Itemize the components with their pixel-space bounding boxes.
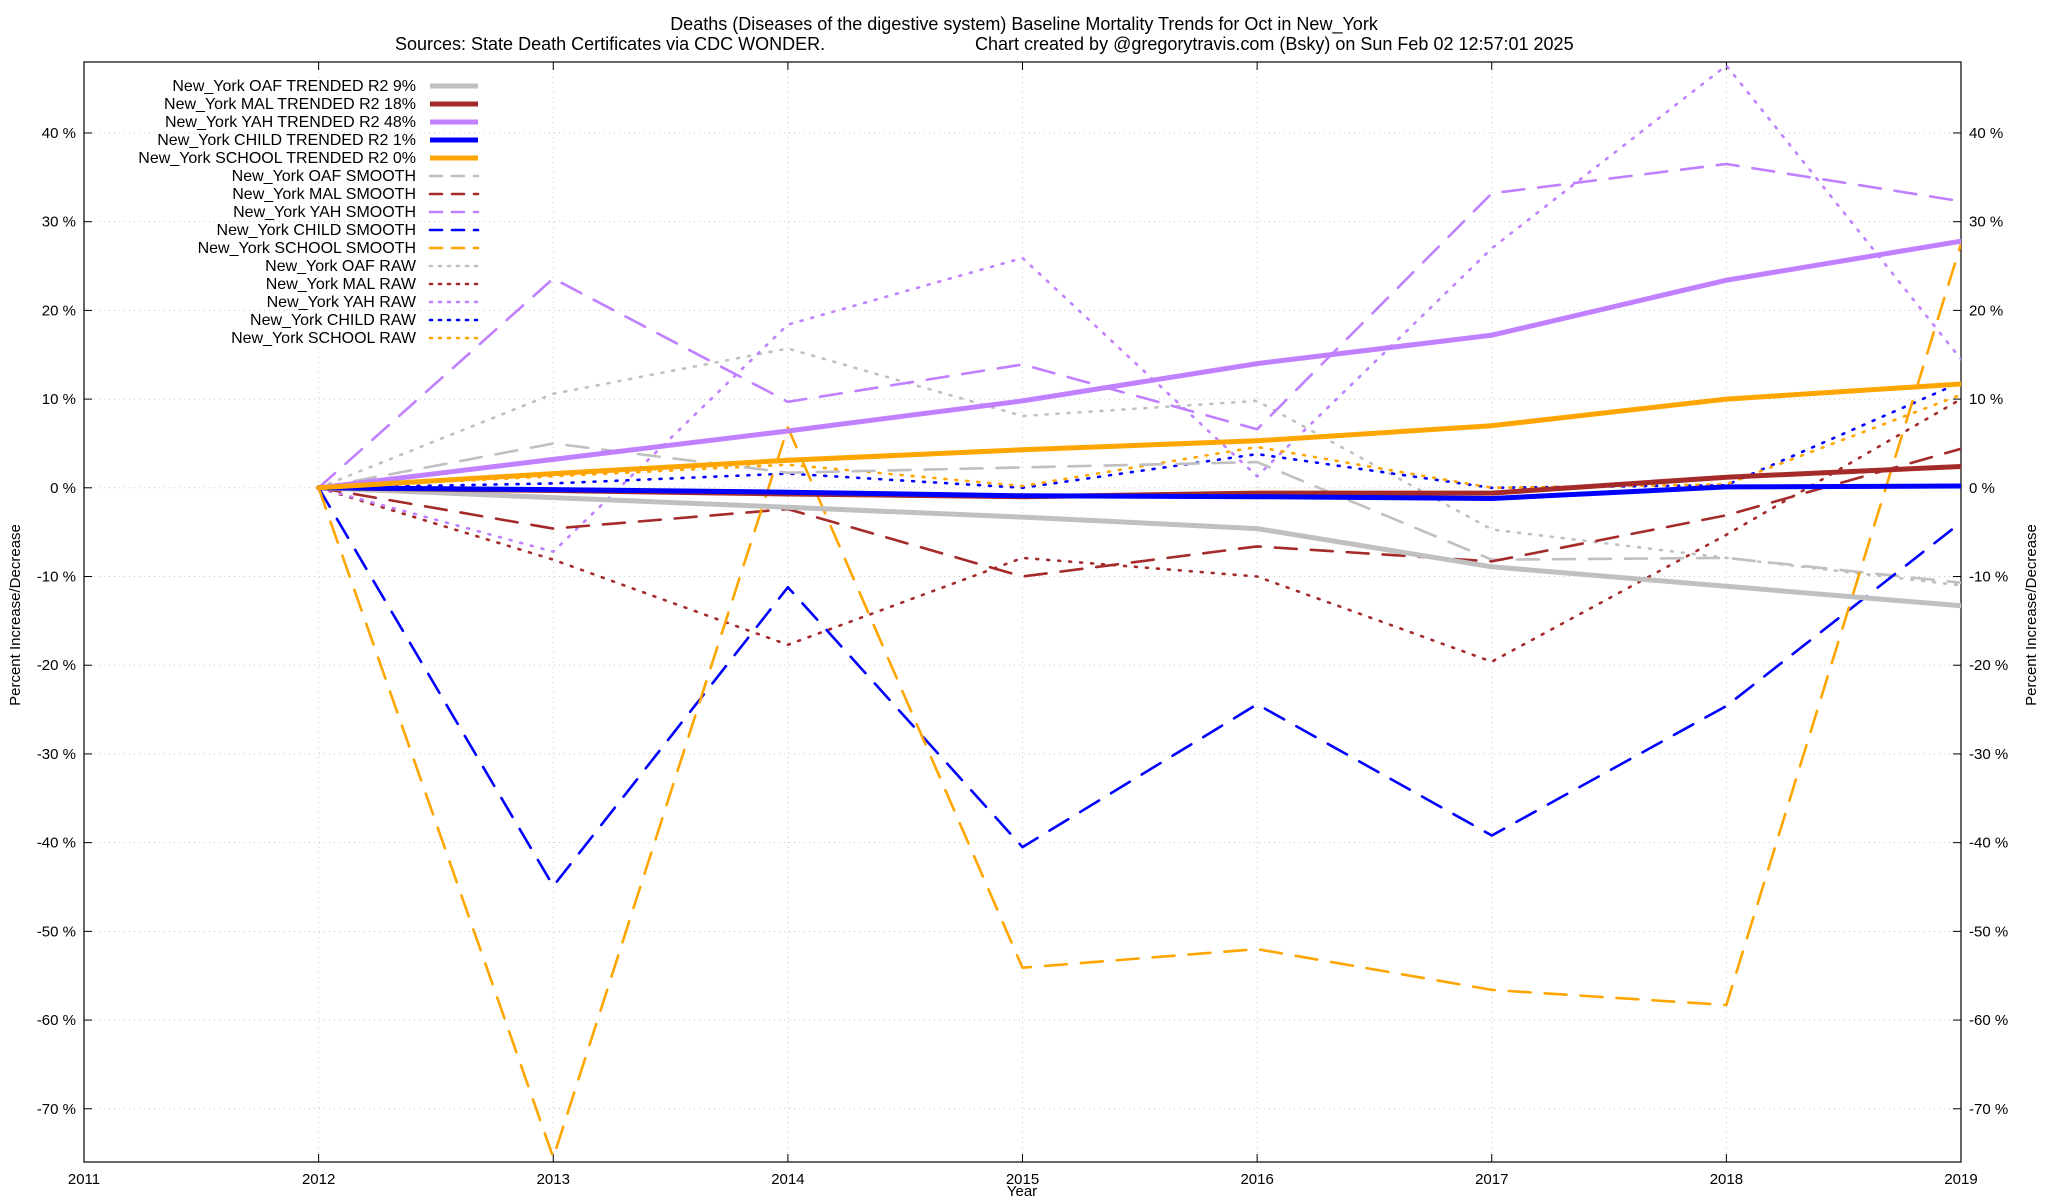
legend-label: New_York MAL RAW (266, 276, 417, 293)
y-tick-label: 20 % (42, 302, 76, 319)
series-line-5 (317, 442, 1961, 585)
y-tick-label: 10 % (42, 391, 76, 408)
legend: New_York OAF TRENDED R2 9%New_York MAL T… (138, 78, 480, 347)
chart-subtitle-right: Chart created by @gregorytravis.com (Bsk… (975, 34, 1574, 54)
series-line-7 (317, 162, 1961, 490)
y-tick-label: -60 % (37, 1012, 76, 1029)
x-tick-label: 2012 (302, 1171, 335, 1188)
y-tick-label-right: -30 % (1969, 746, 2008, 763)
series-line-14 (317, 393, 1961, 490)
x-tick-label: 2019 (1944, 1171, 1977, 1188)
series-line-3 (316, 483, 1961, 501)
y-tick-label-right: 20 % (1969, 302, 2003, 319)
y-axis-label-right: Percent Increase/Decrease (2023, 524, 2040, 706)
series-lines (316, 64, 1961, 1159)
legend-label: New_York SCHOOL RAW (231, 330, 417, 347)
series-line-0 (316, 485, 1961, 609)
y-tick-label: -20 % (37, 657, 76, 674)
legend-label: New_York OAF TRENDED R2 9% (172, 78, 416, 95)
y-tick-label: -40 % (37, 835, 76, 852)
y-tick-label-right: -40 % (1969, 835, 2008, 852)
legend-label: New_York CHILD TRENDED R2 1% (157, 132, 416, 149)
y-tick-label-right: -60 % (1969, 1012, 2008, 1029)
series-line-2 (316, 238, 1961, 491)
x-tick-label: 2015 (1006, 1171, 1039, 1188)
legend-label: New_York OAF RAW (265, 258, 417, 275)
legend-label: New_York SCHOOL SMOOTH (198, 240, 416, 257)
y-tick-label-right: 10 % (1969, 391, 2003, 408)
legend-label: New_York CHILD RAW (250, 312, 417, 329)
y-tick-label: -30 % (37, 746, 76, 763)
chart-title: Deaths (Diseases of the digestive system… (670, 14, 1379, 35)
y-tick-label-right: -10 % (1969, 569, 2008, 586)
series-line-8 (317, 486, 1961, 888)
chart-subtitle-left: Sources: State Death Certificates via CD… (395, 34, 825, 54)
y-tick-label: -10 % (37, 569, 76, 586)
legend-label: New_York MAL TRENDED R2 18% (164, 96, 416, 113)
axes (83, 61, 1962, 1163)
y-tick-label: 40 % (42, 125, 76, 142)
y-tick-label-right: 40 % (1969, 125, 2003, 142)
y-tick-label-right: 0 % (1969, 480, 1995, 497)
legend-label: New_York MAL SMOOTH (232, 186, 416, 203)
x-tick-label: 2014 (771, 1171, 804, 1188)
x-tick-label: 2011 (68, 1171, 100, 1188)
y-tick-label-right: -20 % (1969, 657, 2008, 674)
series-line-4 (316, 381, 1961, 491)
legend-label: New_York YAH SMOOTH (233, 204, 416, 221)
legend-label: New_York YAH RAW (267, 294, 417, 311)
x-tick-label: 2018 (1710, 1171, 1743, 1188)
y-tick-label: 30 % (42, 214, 76, 231)
y-tick-label-right: -50 % (1969, 923, 2008, 940)
series-line-9 (317, 242, 1961, 1159)
x-tick-label: 2016 (1240, 1171, 1273, 1188)
y-axis-label-left: Percent Increase/Decrease (7, 524, 24, 706)
legend-label: New_York CHILD SMOOTH (217, 222, 416, 239)
series-line-12 (317, 64, 1961, 554)
y-tick-label-right: 30 % (1969, 214, 2003, 231)
legend-label: New_York SCHOOL TRENDED R2 0% (138, 150, 416, 167)
x-axis-label: Year (1007, 1183, 1037, 1200)
y-tick-label: -50 % (37, 923, 76, 940)
series-line-6 (317, 447, 1961, 578)
legend-label: New_York OAF SMOOTH (232, 168, 416, 185)
legend-label: New_York YAH TRENDED R2 48% (165, 114, 416, 131)
x-tick-label: 2013 (537, 1171, 570, 1188)
tick-labels: 2011 2012 2013 2014 2015 2016 2017 2018 2019 40 %… (37, 125, 2008, 1188)
series-line-11 (317, 397, 1961, 664)
y-tick-label-right: -70 % (1969, 1101, 2008, 1118)
y-tick-label: -70 % (37, 1101, 76, 1118)
x-tick-label: 2017 (1475, 1171, 1508, 1188)
y-tick-label: 0 % (50, 480, 76, 497)
